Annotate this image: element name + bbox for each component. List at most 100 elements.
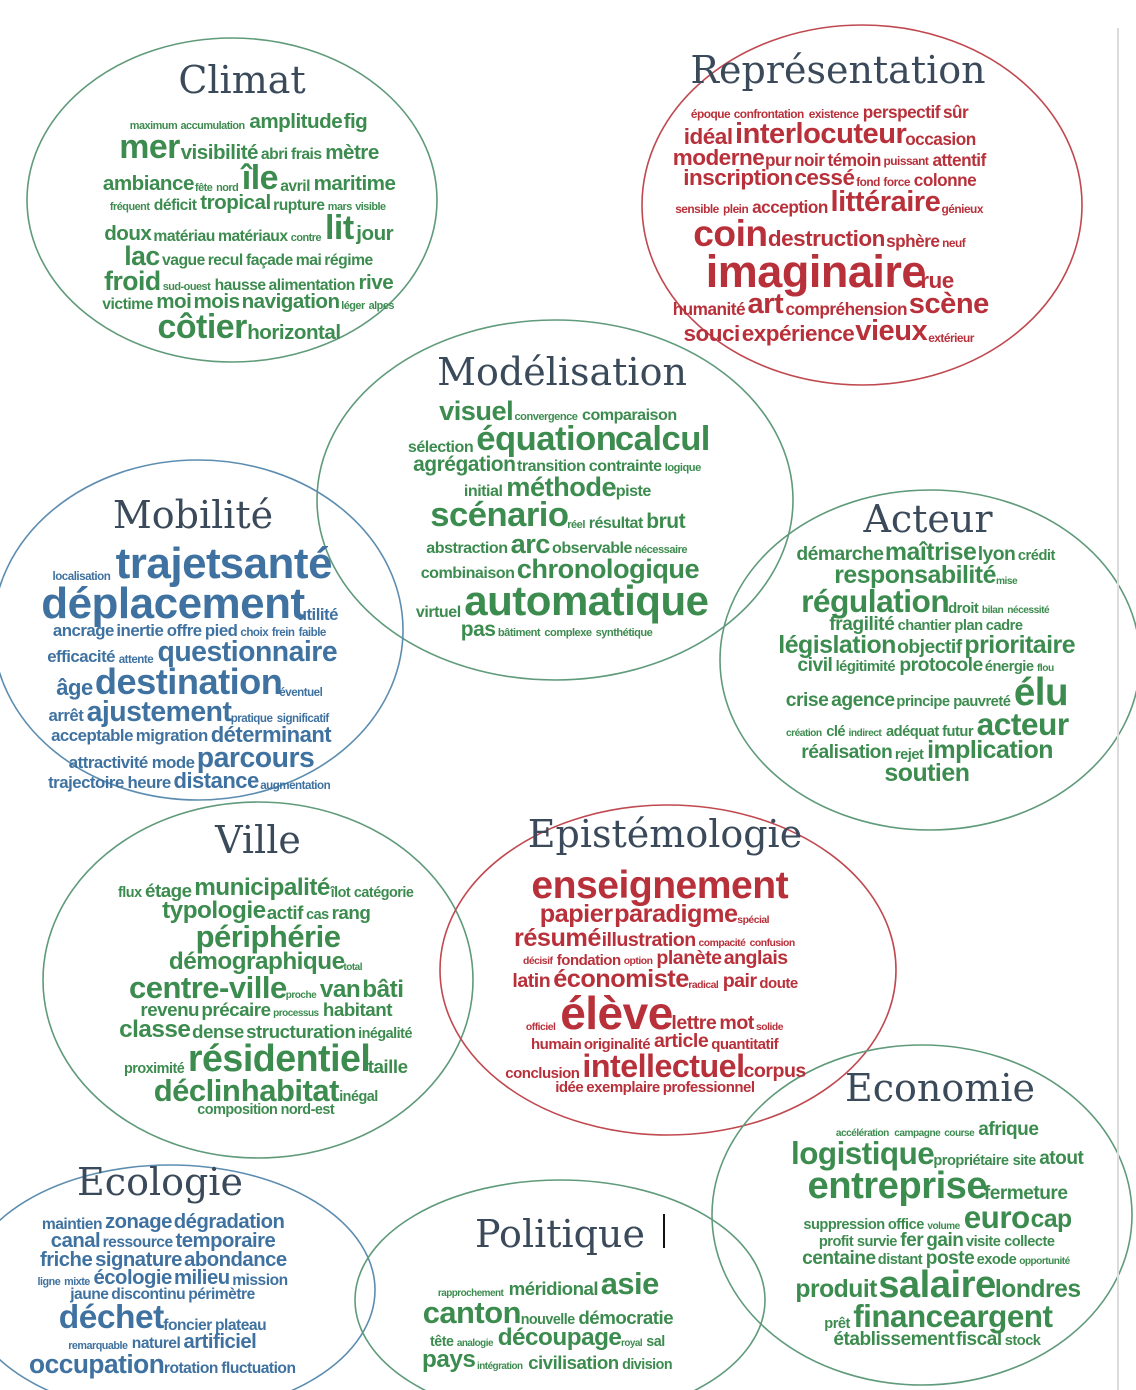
word-ville: inégalité <box>358 1026 412 1042</box>
word-politique: tête <box>430 1334 454 1351</box>
word-ecologie: zonage <box>105 1211 172 1233</box>
word-mobilite: mode <box>151 752 195 772</box>
word-economie: salaire <box>878 1263 996 1306</box>
word-representation: rue <box>920 267 954 293</box>
word-mobilite: localisation <box>52 570 111 584</box>
word-climat: fête <box>195 182 213 194</box>
word-mobilite: migration <box>135 726 209 746</box>
word-ecologie: périmètre <box>188 1285 255 1303</box>
word-modelisation: initial <box>463 482 503 501</box>
word-representation: scène <box>908 288 990 321</box>
word-mobilite: ancrage <box>52 620 114 640</box>
word-representation: sphère <box>886 231 940 252</box>
word-economie: prêt <box>824 1315 850 1332</box>
word-epistemologie: anglais <box>723 946 789 969</box>
word-climat: moi <box>156 290 192 314</box>
word-ecologie: discontinu <box>111 1285 186 1303</box>
word-ecologie: canal <box>50 1229 101 1252</box>
word-ecologie: abondance <box>184 1248 287 1271</box>
word-mobilite: santé <box>219 538 333 588</box>
word-politique: méridional <box>508 1278 599 1300</box>
word-mobilite: arrêt <box>48 706 84 726</box>
word-acteur: prioritaire <box>964 630 1076 659</box>
word-ecologie: mission <box>232 1271 288 1289</box>
word-epistemologie: article <box>654 1030 709 1053</box>
word-climat: contre <box>290 232 322 245</box>
word-acteur: bilan <box>981 604 1004 616</box>
word-epistemologie: intellectuel <box>582 1048 745 1085</box>
word-epistemologie: doute <box>759 975 798 993</box>
word-politique: démocratie <box>578 1306 674 1328</box>
word-representation: perspectif <box>862 102 941 123</box>
word-ville: inégal <box>339 1089 378 1106</box>
word-representation: acception <box>752 197 828 217</box>
word-climat: alpes <box>368 300 395 312</box>
word-mobilite: trajectoire <box>48 772 124 792</box>
word-politique: découpage <box>497 1324 622 1352</box>
word-politique: rapprochement <box>437 1287 504 1299</box>
word-acteur: adéquat <box>886 723 939 740</box>
word-modelisation: synthétique <box>595 626 653 639</box>
word-representation: existence <box>808 106 859 121</box>
word-epistemologie: option <box>623 956 653 968</box>
word-acteur: indirect <box>848 727 882 739</box>
word-ville: bâti <box>362 976 404 1004</box>
word-modelisation: réel <box>567 518 585 531</box>
word-climat: visibilité <box>180 141 259 164</box>
word-climat: fig <box>343 109 368 133</box>
word-acteur: législation <box>778 630 896 659</box>
word-epistemologie: radical <box>688 979 719 991</box>
word-climat: fréquent <box>109 201 150 213</box>
word-climat: alimentation <box>268 276 356 294</box>
word-economie: fermeture <box>983 1183 1068 1205</box>
word-ville: rang <box>331 901 371 923</box>
word-representation: force <box>883 175 910 190</box>
word-ville: nord-est <box>280 1102 335 1119</box>
word-epistemologie: illustration <box>601 928 697 951</box>
word-ville: périphérie <box>195 919 341 955</box>
word-mobilite: inertie <box>116 620 164 640</box>
word-mobilite: destination <box>94 661 283 703</box>
cluster-title-modelisation: Modélisation <box>437 350 687 394</box>
word-climat: ambiance <box>102 172 195 196</box>
word-representation: époque <box>690 106 731 121</box>
word-climat: tropical <box>200 191 271 214</box>
word-politique: asie <box>600 1266 660 1302</box>
word-politique: canton <box>422 1294 522 1330</box>
word-acteur: agence <box>831 690 895 712</box>
word-climat: sud-ouest <box>162 281 211 294</box>
word-representation: extérieur <box>928 331 974 345</box>
word-ville: îlot <box>330 884 351 901</box>
word-economie: suppression <box>803 1216 885 1233</box>
word-ville: démographique <box>168 947 345 975</box>
word-economie: stock <box>1004 1333 1041 1350</box>
word-epistemologie: enseignement <box>531 864 789 908</box>
word-economie: volume <box>927 1220 960 1232</box>
word-economie: survie <box>856 1234 898 1250</box>
word-climat: jour <box>356 222 394 246</box>
word-climat: doux <box>104 222 152 246</box>
word-ecologie: jaune <box>70 1285 109 1303</box>
word-representation: fond <box>856 175 880 190</box>
word-ville: habitat <box>240 1072 340 1108</box>
word-modelisation: brut <box>646 509 686 533</box>
word-climat: abri <box>260 146 288 164</box>
word-epistemologie: quantitatif <box>711 1035 779 1053</box>
word-economie: afrique <box>978 1119 1039 1141</box>
word-modelisation: scénario <box>430 496 569 535</box>
word-climat: matériau <box>153 227 215 245</box>
word-economie: site <box>1012 1152 1037 1169</box>
word-acteur: fragilité <box>829 614 895 636</box>
word-epistemologie: planète <box>656 946 722 969</box>
word-ecologie: déchet <box>58 1299 164 1337</box>
word-modelisation: résultat <box>588 514 644 533</box>
word-ville: centre-ville <box>129 970 287 1006</box>
word-representation: coin <box>693 211 768 254</box>
word-epistemologie: décisif <box>523 956 553 968</box>
word-representation: pur <box>765 149 792 170</box>
word-representation: attentif <box>932 149 987 170</box>
word-acteur: crédit <box>1017 548 1056 565</box>
word-climat: maritime <box>313 172 396 196</box>
word-modelisation: abstraction <box>426 539 508 558</box>
cluster-title-climat: Climat <box>178 58 306 102</box>
